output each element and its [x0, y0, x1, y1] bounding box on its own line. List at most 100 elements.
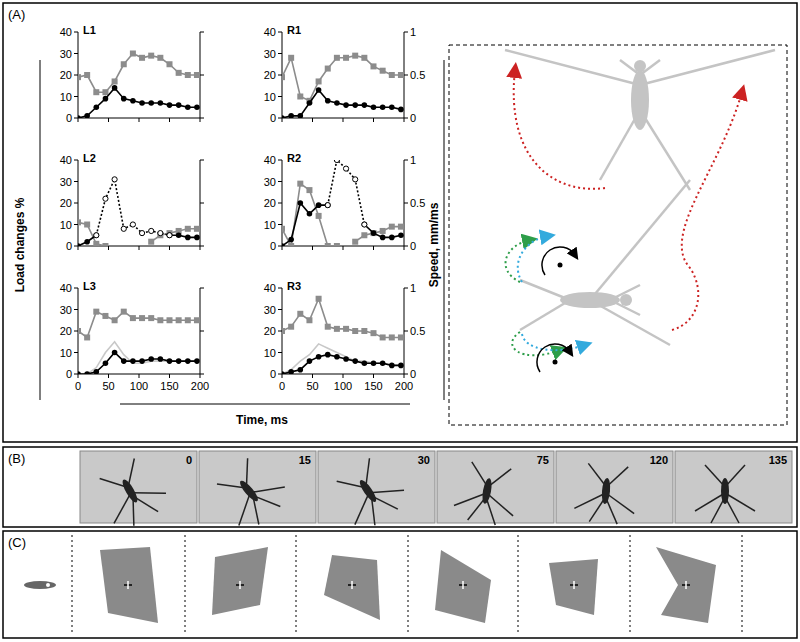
marker [78, 219, 81, 225]
y-tick-label: 30 [60, 176, 72, 188]
marker [334, 243, 340, 246]
marker [325, 243, 331, 246]
marker [157, 317, 163, 323]
x-tick [282, 246, 283, 250]
x-tick [373, 118, 374, 122]
frame-time: 15 [299, 454, 311, 466]
x-tick [404, 118, 405, 122]
x-tick-label: 50 [102, 380, 114, 392]
marker [334, 55, 340, 61]
marker [185, 72, 191, 78]
trajectory [522, 334, 585, 350]
y2-tick [404, 160, 408, 161]
marker [121, 309, 127, 315]
y2-tick [404, 75, 408, 76]
marker [389, 363, 395, 369]
marker [103, 360, 109, 366]
video-frame: 120 [556, 451, 673, 525]
series-line [282, 184, 401, 246]
plot-area [78, 51, 200, 119]
marker [282, 226, 285, 232]
marker [371, 230, 377, 236]
y-label: Load changes % [13, 197, 27, 292]
leg [640, 50, 775, 85]
trajectory [672, 92, 742, 330]
marker [176, 102, 182, 108]
marker [185, 358, 191, 364]
y-tick-label: 0 [270, 240, 276, 252]
plot-area [282, 296, 404, 374]
series-line [282, 203, 401, 246]
marker [282, 328, 285, 334]
y-tick [74, 53, 78, 54]
y2-tick-label: 0.5 [410, 69, 425, 81]
marker [121, 226, 126, 231]
y-tick-label: 20 [60, 197, 72, 209]
y-tick [278, 352, 282, 353]
panel-c [24, 535, 742, 635]
centre-mark [127, 581, 129, 589]
separator [296, 535, 297, 635]
y2-tick [200, 331, 204, 332]
y2-tick [200, 288, 204, 289]
marker [194, 226, 200, 232]
y2-tick-label: 0 [410, 240, 416, 252]
marker [282, 74, 285, 80]
x-tick [404, 374, 405, 378]
x-label: Time, ms [236, 413, 288, 427]
marker [167, 102, 173, 108]
y-tick-label: 40 [60, 26, 72, 38]
y-tick-label: 20 [264, 197, 276, 209]
marker [130, 51, 136, 57]
marker [84, 222, 90, 228]
insect-upper [505, 50, 775, 190]
x-tick [169, 118, 170, 122]
insect-icon [24, 581, 56, 589]
marker [139, 55, 145, 61]
marker [362, 360, 368, 366]
x-tick [78, 374, 79, 378]
marker [139, 100, 145, 106]
y-tick-label: 20 [60, 69, 72, 81]
y2-tick-label: 1 [410, 282, 416, 294]
y-tick-label: 30 [60, 304, 72, 316]
bracket [120, 404, 410, 405]
y-tick [74, 181, 78, 182]
separator [742, 535, 743, 635]
frame-bg [556, 451, 673, 523]
marker [288, 113, 294, 118]
marker [130, 358, 136, 364]
marker [362, 222, 368, 228]
y-tick-label: 20 [60, 325, 72, 337]
marker [112, 350, 118, 356]
y-tick [278, 118, 282, 119]
y-tick-label: 10 [264, 347, 276, 359]
head [634, 60, 646, 72]
marker [398, 224, 404, 230]
marker [325, 66, 331, 72]
y-tick [74, 75, 78, 76]
leg [117, 458, 145, 487]
marker [176, 317, 182, 323]
body [238, 478, 261, 503]
marker [361, 55, 367, 61]
separator [630, 535, 631, 635]
insect [209, 452, 292, 535]
marker [84, 239, 90, 245]
frame-time: 75 [537, 454, 549, 466]
body [357, 478, 378, 504]
marker [361, 328, 367, 334]
pivot [553, 360, 558, 365]
series-line [282, 344, 401, 374]
marker [84, 334, 90, 340]
frame-time: 135 [769, 454, 787, 466]
y-tick-label: 0 [270, 368, 276, 380]
x-tick [373, 374, 374, 378]
video-frame: 15 [199, 451, 316, 535]
marker [185, 235, 191, 241]
subplot-title: L3 [83, 280, 96, 292]
marker [194, 235, 200, 241]
marker [380, 334, 386, 340]
leg [371, 488, 397, 517]
support-polygon [435, 550, 491, 623]
